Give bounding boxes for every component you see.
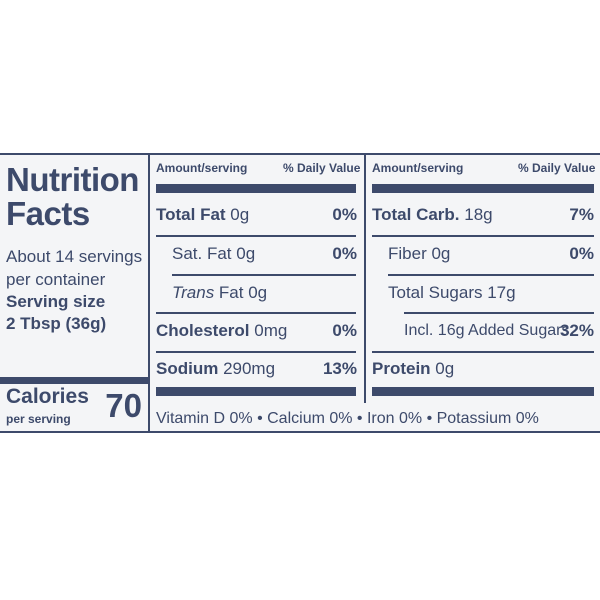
nutrient-name-italic: Trans	[172, 283, 215, 302]
right-header-bar	[372, 184, 594, 193]
calories-block: Calories per serving 70	[6, 385, 146, 435]
middle-column-divider	[364, 155, 366, 403]
row-fiber: Fiber 0g	[388, 242, 450, 266]
row-divider	[156, 235, 356, 237]
nutrient-name: Sodium	[156, 359, 219, 378]
dv-fiber: 0%	[569, 244, 594, 263]
row-divider	[156, 351, 356, 353]
dv-cholesterol: 0%	[332, 321, 357, 340]
calories-divider	[0, 377, 148, 384]
row-divider	[372, 235, 594, 237]
nutrient-name: Sat. Fat	[172, 244, 232, 263]
calories-value: 70	[105, 387, 142, 424]
right-header-amount: Amount/serving	[372, 161, 464, 175]
nutrient-name: Total Carb.	[372, 205, 460, 224]
row-trans-fat: Trans Fat 0g	[172, 281, 267, 305]
nutrient-name: Fat	[214, 283, 244, 302]
row-sat-fat: Sat. Fat 0g	[172, 242, 255, 266]
right-bottom-bar	[372, 387, 594, 396]
row-divider	[404, 312, 594, 314]
servings-line-2: per container	[6, 270, 106, 289]
row-cholesterol: Cholesterol 0mg	[156, 319, 287, 343]
servings-line-1: About 14 servings	[6, 247, 143, 266]
nutrient-name: Total Sugars	[388, 283, 483, 302]
row-sodium: Sodium 290mg	[156, 357, 275, 381]
serving-size-value: 2 Tbsp (36g)	[6, 314, 107, 333]
nutrient-amount: 0g	[231, 244, 256, 263]
label-left-panel: Nutrition Facts About 14 servings per co…	[6, 163, 146, 335]
nutrient-amount: 0mg	[249, 321, 288, 340]
row-protein: Protein 0g	[372, 357, 454, 381]
serving-size-label: Serving size	[6, 292, 106, 311]
dv-total-fat: 0%	[332, 205, 357, 224]
nutrient-name: Total Fat	[156, 205, 226, 224]
dv-total-carb: 7%	[569, 205, 594, 224]
nutrient-name: Protein	[372, 359, 431, 378]
calories-per-serving: per serving	[6, 412, 71, 426]
left-bottom-bar	[156, 387, 356, 396]
vitamins-minerals-footer: Vitamin D 0% • Calcium 0% • Iron 0% • Po…	[156, 410, 539, 427]
left-header-dv: % Daily Value	[283, 161, 361, 175]
nutrient-amount: 0g	[225, 205, 250, 224]
nutrient-amount: 0g	[426, 244, 451, 263]
nutrient-amount: 18g	[459, 205, 493, 224]
row-divider	[156, 312, 356, 314]
nutrient-amount: 290mg	[218, 359, 276, 378]
dv-sat-fat: 0%	[332, 244, 357, 263]
calories-label: Calories	[6, 385, 89, 408]
row-total-carb: Total Carb. 18g	[372, 203, 493, 227]
row-total-sugars: Total Sugars 17g	[388, 281, 516, 305]
left-column-divider	[148, 155, 150, 431]
title-nutrition: Nutrition	[6, 161, 139, 198]
nutrient-amount: 0g	[243, 283, 268, 302]
right-header-dv: % Daily Value	[518, 161, 596, 175]
row-added-sugars: Incl. 16g Added Sugars	[404, 319, 569, 343]
dv-sodium: 13%	[322, 359, 357, 378]
left-header-amount: Amount/serving	[156, 161, 248, 175]
servings-per-container: About 14 servings per container	[6, 245, 146, 291]
row-divider	[172, 274, 356, 276]
row-total-fat: Total Fat 0g	[156, 203, 249, 227]
nutrition-facts-label: Nutrition Facts About 14 servings per co…	[0, 153, 600, 433]
title-facts: Facts	[6, 195, 90, 232]
nutrient-name: Fiber	[388, 244, 427, 263]
nutrient-amount: 17g	[482, 283, 516, 302]
row-divider	[388, 274, 594, 276]
dv-added-sugars: 32%	[559, 321, 594, 340]
nutrient-name: Incl. 16g Added Sugars	[404, 322, 570, 339]
nutrient-amount: 0g	[430, 359, 455, 378]
nutrient-name: Cholesterol	[156, 321, 250, 340]
left-header-bar	[156, 184, 356, 193]
row-divider	[372, 351, 594, 353]
